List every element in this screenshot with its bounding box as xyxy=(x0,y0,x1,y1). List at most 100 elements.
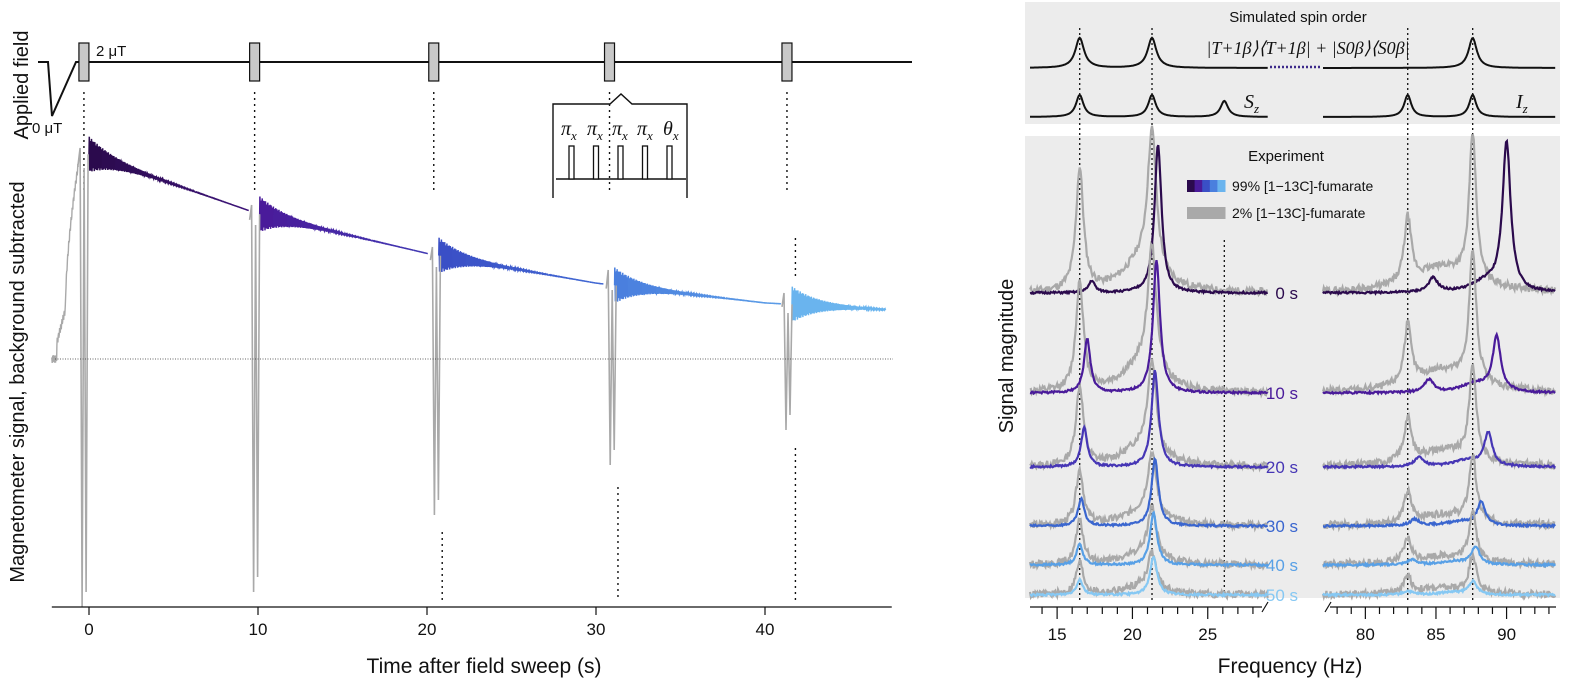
signal-segment xyxy=(725,297,740,301)
pulse-label: πx xyxy=(612,118,628,143)
signal-segment xyxy=(822,300,832,312)
pulse-label: πx xyxy=(637,118,653,143)
legend-swatch xyxy=(1187,207,1226,219)
inset-frame xyxy=(552,93,688,198)
signal-segment xyxy=(88,136,103,172)
signal-segment xyxy=(655,285,671,297)
signal-segment xyxy=(235,205,250,212)
signal-segment xyxy=(479,258,495,269)
signal-segment xyxy=(286,214,303,229)
pulse-label-subscript: x xyxy=(646,128,653,143)
signal-segment xyxy=(492,261,509,271)
signal-segment xyxy=(752,300,768,304)
trace-99pct xyxy=(1029,456,1269,529)
x-axis-label: Time after field sweep (s) xyxy=(367,655,602,678)
magnetometer-trace xyxy=(51,136,887,608)
x-tick-label: 10 xyxy=(249,620,268,639)
applied-field-label: Applied field xyxy=(11,31,33,140)
signal-segment xyxy=(766,302,781,305)
field-pulse-block xyxy=(249,42,261,82)
legend-swatch xyxy=(1209,180,1218,192)
signal-segment xyxy=(506,263,522,274)
signal-segment xyxy=(853,304,863,312)
sim-trace-sz xyxy=(1030,93,1268,118)
signal-segment xyxy=(128,164,143,176)
freq-tick-label: 90 xyxy=(1497,625,1516,644)
signal-segment xyxy=(627,275,643,298)
signal-segment xyxy=(669,288,685,298)
signal-segment xyxy=(683,289,699,299)
time-label: 10 s xyxy=(1266,384,1298,403)
signal-segment xyxy=(413,249,428,255)
time-label: 0 s xyxy=(1275,284,1298,303)
legend-swatch xyxy=(1187,180,1196,192)
x-tick-label: 0 xyxy=(84,620,93,639)
signal-segment xyxy=(877,306,887,312)
signal-segment xyxy=(830,302,840,312)
trace-99pct xyxy=(1322,430,1557,470)
signal-segment xyxy=(371,239,387,245)
trace-2pct xyxy=(1321,133,1557,298)
pulse-label-subscript: x xyxy=(672,128,679,143)
trace-99pct xyxy=(1322,545,1557,568)
simulated-spectra xyxy=(1030,36,1556,118)
sz-label: Sz xyxy=(1244,91,1259,116)
signal-segment xyxy=(438,237,454,273)
signal-segment xyxy=(869,305,879,313)
trace-99pct xyxy=(1322,331,1556,396)
pulse-label: θx xyxy=(663,118,679,143)
signal-segment xyxy=(739,298,754,303)
signal-segment xyxy=(272,208,289,228)
signal-segment xyxy=(385,242,401,248)
signal-segment xyxy=(208,195,223,203)
signal-segment xyxy=(114,157,130,173)
inset-pulse xyxy=(568,145,575,180)
signal-segment xyxy=(806,295,816,316)
field-pulse-block xyxy=(603,42,616,82)
time-label: 40 s xyxy=(1266,556,1298,575)
time-axis: 0 10 20 30 40 xyxy=(51,358,893,639)
trace-2pct xyxy=(1029,240,1269,399)
signal-segment xyxy=(838,303,848,312)
trace-99pct xyxy=(1029,369,1269,470)
freq-tick-label: 20 xyxy=(1123,625,1142,644)
signal-segment xyxy=(548,273,563,279)
simulation-background xyxy=(1025,2,1560,124)
pulse-label-subscript: x xyxy=(621,128,628,143)
sim-trace-iz xyxy=(1323,93,1556,118)
signal-segment xyxy=(534,270,550,277)
signal-segment xyxy=(221,200,236,207)
x-tick-label: 20 xyxy=(418,620,437,639)
pulse-label-subscript: x xyxy=(570,128,577,143)
signal-segment xyxy=(343,231,359,239)
signal-segment xyxy=(814,298,824,314)
field-pulse-block xyxy=(428,42,440,82)
signal-segment xyxy=(141,170,157,182)
signal-segment xyxy=(399,246,414,252)
signal-segment xyxy=(168,180,183,190)
signal-segment xyxy=(710,295,726,300)
freq-tick-label: 15 xyxy=(1048,625,1067,644)
trace-2pct xyxy=(1028,503,1269,572)
simulation-title: Simulated spin order xyxy=(1229,9,1367,26)
pulse-spike xyxy=(77,147,89,608)
field-high-label: 2 μT xyxy=(96,43,126,60)
signal-segment xyxy=(845,303,856,312)
time-domain-panel: Applied field 0 μT 2 μT πx πx πx πx θx 0 10 20… xyxy=(7,31,912,678)
signal-segment xyxy=(589,281,604,285)
applied-field-trace xyxy=(38,42,912,600)
field-line xyxy=(38,61,912,117)
frequency-domain-panel: Simulated spin order |T+1β⟩⟨T+1β| + |S0β… xyxy=(996,2,1560,678)
frequency-axis: 15 20 25 80 85 90 xyxy=(1030,601,1556,644)
iz-label: Iz xyxy=(1515,91,1528,116)
sim-trace-upper xyxy=(1030,36,1268,69)
inset-pulse xyxy=(641,145,649,180)
field-low-label: 0 μT xyxy=(32,120,62,137)
signal-segment xyxy=(561,276,577,281)
signal-segment xyxy=(451,246,467,269)
signal-segment xyxy=(575,278,590,283)
signal-segment xyxy=(798,291,809,318)
signal-segment xyxy=(696,292,713,299)
legend-swatch xyxy=(1202,180,1211,192)
signal-segment xyxy=(613,267,630,302)
